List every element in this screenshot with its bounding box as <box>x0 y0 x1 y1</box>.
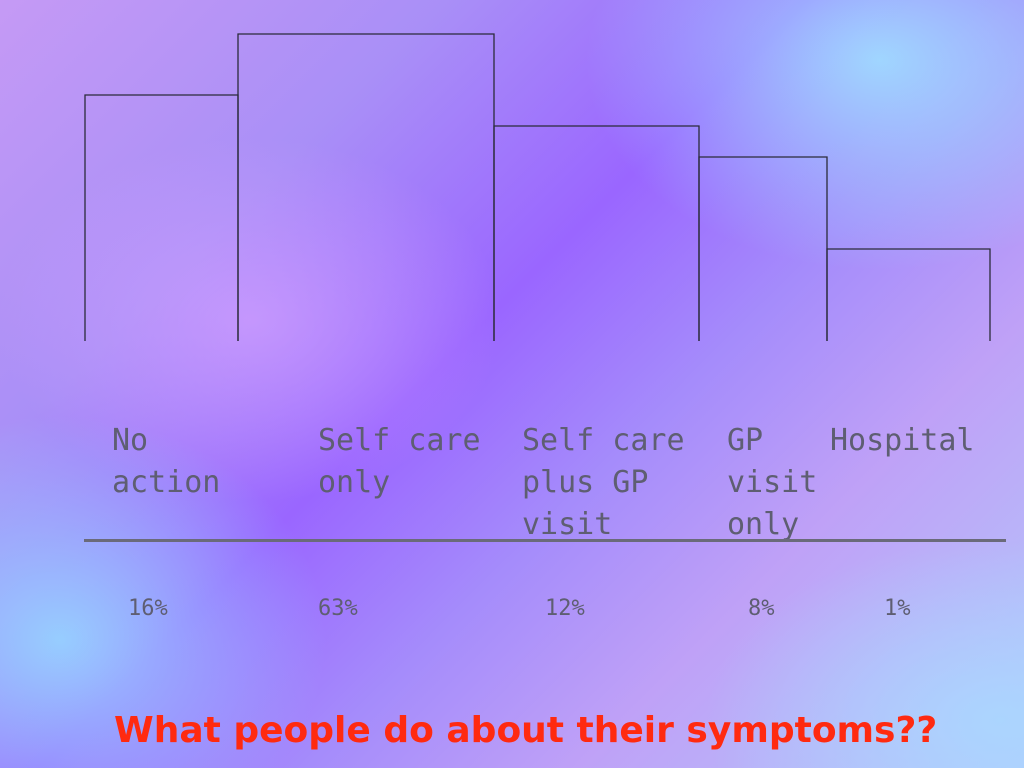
category-label-hospital: Hospital <box>830 423 975 458</box>
bar-self-care-only <box>237 33 495 341</box>
bar-self-care-plus-gp <box>493 125 700 341</box>
value-label-self-care-plus-gp: 12% <box>545 596 585 621</box>
value-label-self-care-only: 63% <box>318 596 358 621</box>
chart-title: What people do about their symptoms?? <box>114 710 938 751</box>
bar-hospital <box>826 248 991 341</box>
category-label-no-action: No action <box>112 423 221 500</box>
value-label-no-action: 16% <box>128 596 168 621</box>
category-label-self-care-plus-gp: Self care plus GP visit <box>522 423 685 542</box>
value-label-hospital: 1% <box>884 596 911 621</box>
bar-gp-visit-only <box>698 156 828 341</box>
axis-baseline <box>84 539 1006 542</box>
category-label-self-care-only: Self care only <box>318 423 481 500</box>
value-label-gp-visit-only: 8% <box>748 596 775 621</box>
category-label-gp-visit-only: GP visit only <box>727 423 818 542</box>
bar-no-action <box>84 94 239 341</box>
chart-bars-area <box>84 33 991 341</box>
